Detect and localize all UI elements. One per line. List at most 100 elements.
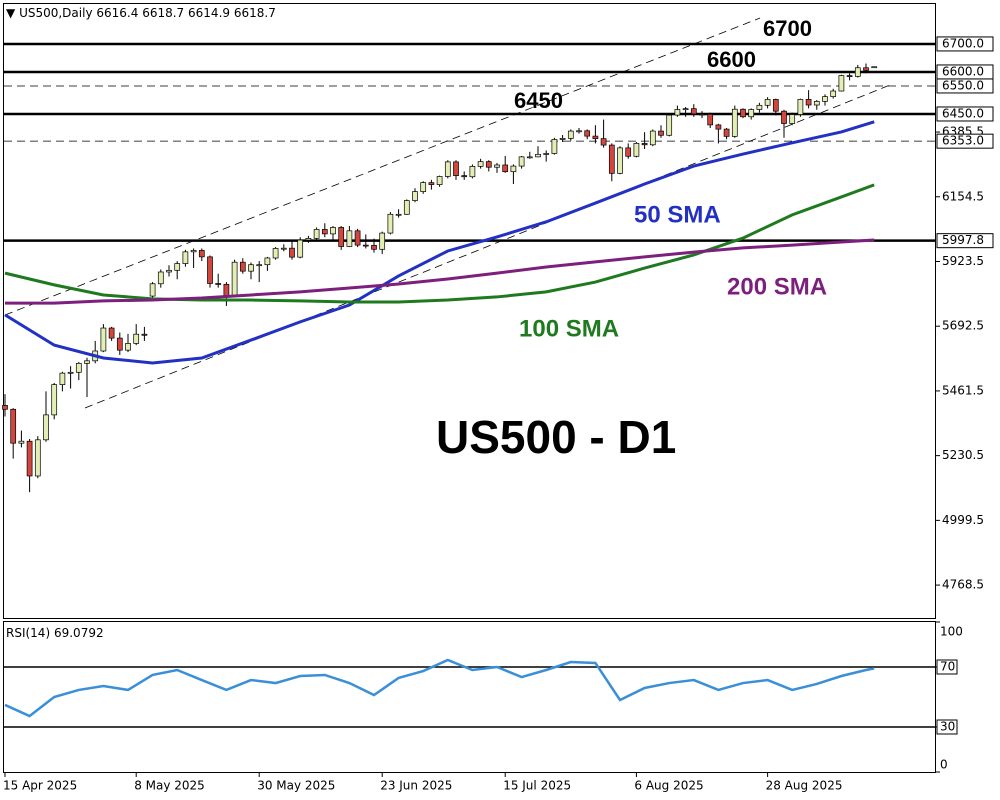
level-tag-label: 6353.0 <box>942 134 984 148</box>
candle-body <box>305 238 312 241</box>
level-tag <box>936 133 994 149</box>
candle-body <box>297 239 304 258</box>
candle-body <box>805 99 812 106</box>
level-tag-label: 6700.0 <box>942 36 984 50</box>
level-tag <box>936 659 958 675</box>
close-value: 6618.7 <box>234 6 276 20</box>
level-tag <box>936 233 994 249</box>
candle-body <box>748 109 755 118</box>
candle-body <box>658 130 664 136</box>
candle-body <box>715 124 722 130</box>
candle-body <box>764 99 771 106</box>
candle-body <box>84 360 90 364</box>
candle-body <box>830 90 837 97</box>
y-tick-label: 6154.5 <box>942 189 984 203</box>
candle-body <box>43 414 49 441</box>
candle-body <box>781 110 787 124</box>
candle-body <box>576 130 582 133</box>
candle-body <box>354 230 361 246</box>
y-tick-label: 5230.5 <box>942 448 984 462</box>
y-tick-label: 4768.5 <box>942 578 984 592</box>
candle-body <box>223 283 230 296</box>
y-tick-label: 5923.5 <box>942 254 984 268</box>
level-annotation: 6700 <box>763 16 812 41</box>
sma-annotation: 100 SMA <box>519 315 619 342</box>
candle-body <box>551 139 558 154</box>
candle-body <box>846 75 853 77</box>
candle-body <box>871 66 878 69</box>
candle-body <box>559 138 566 140</box>
candle-body <box>756 104 763 110</box>
candle-body <box>740 108 746 118</box>
candle-body <box>485 161 492 168</box>
open-value: 6616.4 <box>96 6 138 20</box>
rsi-title: RSI(14) <box>6 626 50 640</box>
level-annotation: 6450 <box>514 88 563 113</box>
rsi-value: 69.0792 <box>54 626 104 640</box>
candle-body <box>822 96 828 102</box>
candle-body <box>379 232 386 250</box>
candle-body <box>617 147 623 174</box>
channel-line <box>84 84 891 409</box>
candle-body <box>321 229 328 235</box>
y-tick-label: 100 <box>940 625 963 639</box>
candle-body <box>469 166 476 178</box>
rsi-line <box>4 658 875 718</box>
candle-body <box>666 114 673 136</box>
level-tag-label: 6450.0 <box>942 106 984 120</box>
candle-body <box>26 440 33 477</box>
candle-body <box>789 114 796 124</box>
candle-body <box>797 99 804 115</box>
candle-body <box>444 161 451 177</box>
candle-body <box>330 227 336 235</box>
candle-body <box>215 283 222 285</box>
candle-body <box>633 143 640 157</box>
candle-body <box>494 164 500 168</box>
candle-body <box>280 247 287 250</box>
low-value: 6614.9 <box>188 6 230 20</box>
candle-body <box>371 245 377 250</box>
level-tag <box>936 719 958 735</box>
sma-annotation: 50 SMA <box>634 201 721 228</box>
candle-body <box>289 247 295 258</box>
candle-body <box>108 327 115 339</box>
candle-body <box>248 264 254 272</box>
candle-body <box>420 182 427 192</box>
level-tag-label: 5997.8 <box>942 233 984 247</box>
candle-body <box>502 164 509 173</box>
candle-body <box>567 130 574 139</box>
candle-body <box>182 251 189 264</box>
candle-body <box>198 250 205 258</box>
price-panel <box>3 3 936 619</box>
symbol: US500,Daily <box>19 6 92 20</box>
candle-body <box>338 227 345 247</box>
x-tick-label: 6 Aug 2025 <box>634 779 703 793</box>
candle-body <box>2 405 8 410</box>
candle-body <box>584 130 591 137</box>
candle-body <box>231 261 238 296</box>
candle-body <box>518 156 525 167</box>
candle-body <box>125 343 131 351</box>
candle-body <box>477 161 484 167</box>
candle-body <box>313 229 320 239</box>
candle-body <box>813 101 820 106</box>
candle-body <box>346 230 353 247</box>
candle-body <box>239 261 246 272</box>
candle-body <box>838 75 845 92</box>
candle-body <box>34 439 41 477</box>
y-tick-label: 0 <box>940 758 948 772</box>
x-tick-label: 23 Jun 2025 <box>380 779 452 793</box>
channel-line <box>4 17 761 316</box>
level-tag-label: 6600.0 <box>942 64 984 78</box>
candle-body <box>854 67 861 77</box>
candle-body <box>403 200 410 215</box>
rsi-panel <box>3 621 936 773</box>
level-tag-label: 6550.0 <box>942 78 984 92</box>
candle-body <box>543 153 550 155</box>
candle-body <box>772 99 779 112</box>
candle-body <box>535 153 541 158</box>
candle-body <box>18 440 25 444</box>
candle-body <box>157 271 164 285</box>
